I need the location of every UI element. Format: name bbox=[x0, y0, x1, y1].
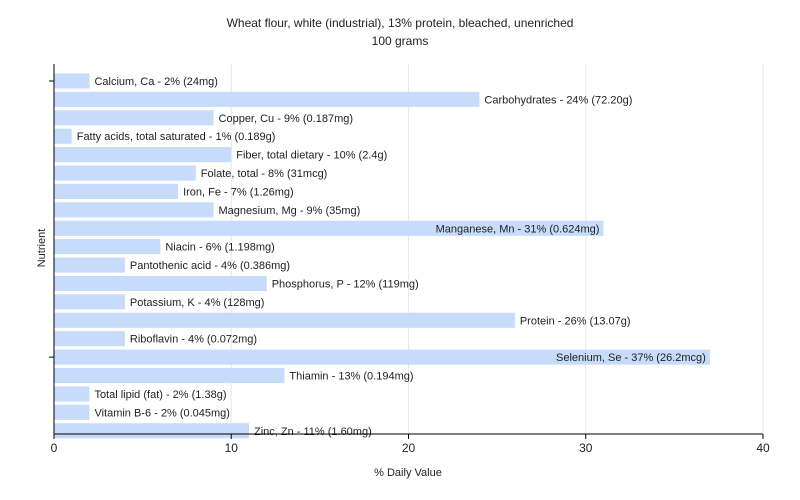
bar-label-3: Fatty acids, total saturated - 1% (0.189… bbox=[77, 131, 276, 143]
bar-8 bbox=[54, 220, 604, 236]
x-tick-label-10: 10 bbox=[225, 441, 239, 455]
chart-subtitle: 100 grams bbox=[372, 34, 429, 48]
bar-label-18: Vitamin B-6 - 2% (0.045mg) bbox=[94, 407, 230, 419]
bar-2 bbox=[54, 110, 214, 126]
bar-1 bbox=[54, 91, 480, 107]
x-tick-label-20: 20 bbox=[402, 441, 416, 455]
bar-label-7: Magnesium, Mg - 9% (35mg) bbox=[219, 205, 361, 217]
bar-label-6: Iron, Fe - 7% (1.26mg) bbox=[183, 186, 294, 198]
bar-10 bbox=[54, 257, 125, 273]
bar-label-19: Zinc, Zn - 11% (1.60mg) bbox=[254, 426, 372, 438]
chart-title: Wheat flour, white (industrial), 13% pro… bbox=[227, 16, 574, 30]
bar-label-17: Total lipid (fat) - 2% (1.38g) bbox=[94, 389, 226, 401]
bar-label-13: Protein - 26% (13.07g) bbox=[520, 315, 631, 327]
x-tick-label-0: 0 bbox=[51, 441, 58, 455]
bar-15 bbox=[54, 349, 710, 365]
x-axis-label: % Daily Value bbox=[374, 467, 442, 479]
bar-12 bbox=[54, 294, 125, 310]
bar-11 bbox=[54, 275, 267, 292]
bar-3 bbox=[54, 128, 72, 144]
bar-19 bbox=[54, 423, 249, 439]
x-tick-label-40: 40 bbox=[756, 441, 770, 455]
bar-label-5: Folate, total - 8% (31mcg) bbox=[201, 168, 328, 180]
bar-label-10: Pantothenic acid - 4% (0.386mg) bbox=[130, 260, 290, 272]
bar-16 bbox=[54, 367, 285, 384]
bar-14 bbox=[54, 331, 125, 347]
bar-label-16: Thiamin - 13% (0.194mg) bbox=[289, 371, 413, 383]
axes-group: 0 10 20 30 40 bbox=[49, 64, 770, 455]
bar-label-9: Niacin - 6% (1.198mg) bbox=[165, 242, 274, 254]
bar-label-2: Copper, Cu - 9% (0.187mg) bbox=[219, 113, 354, 125]
bar-label-12: Potassium, K - 4% (128mg) bbox=[130, 297, 265, 309]
bar-label-1: Carbohydrates - 24% (72.20g) bbox=[484, 94, 632, 106]
bar-label-14: Riboflavin - 4% (0.072mg) bbox=[130, 334, 257, 346]
y-axis-label: Nutrient bbox=[36, 229, 48, 268]
bar-0 bbox=[54, 73, 90, 89]
bar-6 bbox=[54, 183, 179, 199]
bar-4 bbox=[54, 147, 232, 163]
bar-9 bbox=[54, 239, 161, 255]
bars-group: Calcium, Ca - 2% (24mg) Carbohydrates - 2… bbox=[54, 73, 710, 439]
x-tick-label-30: 30 bbox=[579, 441, 593, 455]
bar-label-11: Phosphorus, P - 12% (119mg) bbox=[272, 278, 419, 290]
bar-5 bbox=[54, 165, 196, 181]
bar-label-15: Selenium, Se - 37% (26.2mcg) bbox=[556, 352, 706, 364]
bar-label-4: Fiber, total dietary - 10% (2.4g) bbox=[236, 150, 387, 162]
bar-18 bbox=[54, 404, 90, 420]
bar-7 bbox=[54, 202, 214, 218]
bar-label-0: Calcium, Ca - 2% (24mg) bbox=[94, 76, 217, 88]
bar-13 bbox=[54, 312, 515, 328]
bar-label-8: Manganese, Mn - 31% (0.624mg) bbox=[436, 223, 600, 235]
bar-17 bbox=[54, 386, 90, 402]
